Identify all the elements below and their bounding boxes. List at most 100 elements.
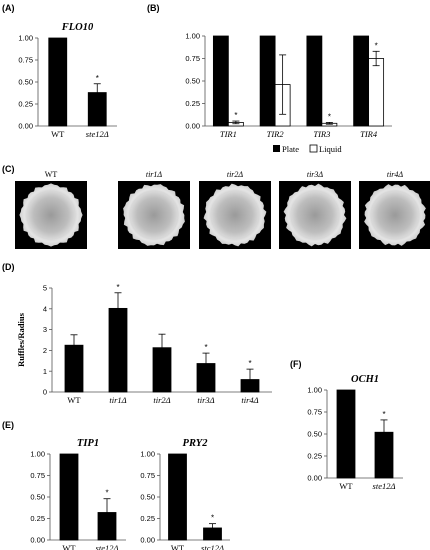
- y-tick-label: 1.00: [185, 32, 200, 41]
- y-tick-label: 0.50: [18, 78, 33, 87]
- colony-photos: WT tir1Δ tir2Δ tir3Δ tir4Δ: [15, 170, 430, 249]
- legend-swatch-liquid: [309, 144, 318, 153]
- legend-b: Plate Liquid: [273, 144, 342, 154]
- y-tick-label: 3: [43, 325, 47, 334]
- chart-title: TIP1: [77, 438, 99, 449]
- panel-label-b: (B): [147, 3, 160, 13]
- significance-star: *: [382, 410, 385, 419]
- significance-star: *: [375, 41, 378, 50]
- y-tick-label: 0.75: [18, 56, 33, 65]
- y-tick-label: 0.25: [140, 514, 155, 523]
- y-tick-label: 0.00: [18, 122, 33, 131]
- y-tick-label: 0.50: [307, 430, 322, 439]
- colony-image: [203, 183, 267, 247]
- x-tick-label: tir2Δ: [153, 395, 170, 405]
- x-tick-label: TIR3: [313, 129, 330, 139]
- legend-label-liquid: Liquid: [319, 144, 342, 154]
- bar-a-0-0: [48, 37, 68, 127]
- chart-tir-genes: 0.00 0.25 0.50 0.75 1.00 * TIR1 TIR2 * TIR3 * TIR4: [185, 32, 392, 139]
- colony-ring: [26, 190, 76, 240]
- x-tick-label: WT: [62, 543, 76, 550]
- significance-star: *: [116, 283, 119, 292]
- bar-b-0-0: [212, 35, 229, 127]
- y-tick-label: 0.25: [185, 99, 200, 108]
- y-tick-label: 1.00: [140, 450, 155, 459]
- colony-image: [123, 184, 185, 246]
- legend-label-plate: Plate: [282, 144, 299, 154]
- y-tick-label: 0.50: [185, 77, 200, 86]
- chart-flo10: FLO10 0.00 0.25 0.50 0.75 1.00 WT * ste12Δ: [18, 22, 117, 139]
- bar-b-3-1: [368, 58, 385, 127]
- y-tick-label: 0.75: [140, 471, 155, 480]
- y-tick-label: 0.00: [30, 536, 45, 545]
- x-tick-label: tir4Δ: [241, 395, 258, 405]
- y-tick-label: 0.25: [307, 452, 322, 461]
- y-tick-label: 0.25: [30, 514, 45, 523]
- y-tick-label: 4: [43, 304, 47, 313]
- photo-label: WT: [45, 170, 58, 179]
- bar-b-2-0: [306, 35, 323, 127]
- photo-label: tir1Δ: [146, 170, 163, 179]
- y-axis-label: Ruffles/Radius: [16, 312, 26, 367]
- chart-och1: OCH1 0.00 0.25 0.50 0.75 1.00 WT * ste12Δ: [307, 374, 403, 491]
- panel-label-e: (E): [2, 420, 14, 430]
- colony-image: [19, 183, 83, 247]
- photo-label: tir3Δ: [307, 170, 324, 179]
- y-tick-label: 0.75: [185, 54, 200, 63]
- y-tick-label: 1.00: [307, 386, 322, 395]
- significance-star: *: [105, 489, 108, 498]
- panel-label-a: (A): [2, 3, 15, 13]
- y-tick-label: 0.00: [307, 474, 322, 483]
- legend-swatch-plate: [273, 145, 280, 152]
- x-tick-label: ste12Δ: [96, 543, 119, 550]
- photo-label: tir4Δ: [387, 170, 404, 179]
- significance-star: *: [248, 359, 251, 368]
- colony-image: [364, 184, 426, 246]
- colony-image: [283, 183, 347, 247]
- chart-pry2: PRY2 0.00 0.25 0.50 0.75 1.00 WT * stc12Δ: [140, 438, 230, 550]
- y-tick-label: 1.00: [18, 34, 33, 43]
- significance-star: *: [96, 74, 99, 83]
- y-tick-label: 0.00: [140, 536, 155, 545]
- y-tick-label: 5: [43, 284, 47, 293]
- bar-e2-0-0: [168, 453, 187, 541]
- panel-label-f: (F): [290, 359, 302, 369]
- x-tick-label: ste12Δ: [86, 129, 109, 139]
- colony-ring: [290, 190, 340, 240]
- x-tick-label: WT: [339, 481, 353, 491]
- y-tick-label: 0.75: [30, 471, 45, 480]
- bar-e1-0-0: [59, 453, 79, 541]
- x-tick-label: TIR1: [220, 129, 237, 139]
- x-tick-label: WT: [51, 129, 65, 139]
- panel-label-d: (D): [2, 262, 15, 272]
- y-tick-label: 0.75: [307, 408, 322, 417]
- x-tick-label: WT: [171, 543, 185, 550]
- significance-star: *: [204, 343, 207, 352]
- colony-ring: [210, 190, 260, 240]
- y-tick-label: 1.00: [30, 450, 45, 459]
- bar-b-1-0: [259, 35, 276, 127]
- chart-title: FLO10: [61, 22, 94, 33]
- chart-ruffles-radius: Ruffles/Radius 0 1 2 3 4 5 WT * tir1Δ tir2Δ * tir3Δ *…: [16, 283, 272, 405]
- photo-label: tir2Δ: [227, 170, 244, 179]
- significance-star: *: [328, 112, 331, 121]
- chart-title: PRY2: [183, 438, 209, 449]
- colony-ring: [370, 190, 420, 240]
- bar-f-0-0: [336, 389, 356, 479]
- y-tick-label: 0.50: [30, 493, 45, 502]
- y-tick-label: 0: [43, 388, 47, 397]
- x-tick-label: TIR4: [360, 129, 378, 139]
- y-tick-label: 0.25: [18, 100, 33, 109]
- y-tick-label: 2: [43, 346, 47, 355]
- y-tick-label: 0.00: [185, 122, 200, 131]
- colony-ring: [129, 190, 179, 240]
- x-tick-label: tir1Δ: [109, 395, 126, 405]
- y-tick-label: 0.50: [140, 493, 155, 502]
- chart-title: OCH1: [351, 374, 379, 385]
- panel-label-c: (C): [2, 164, 15, 174]
- x-tick-label: stc12Δ: [201, 543, 224, 550]
- x-tick-label: WT: [67, 395, 81, 405]
- x-tick-label: tir3Δ: [197, 395, 214, 405]
- chart-tip1: TIP1 0.00 0.25 0.50 0.75 1.00 WT * ste12Δ: [30, 438, 126, 550]
